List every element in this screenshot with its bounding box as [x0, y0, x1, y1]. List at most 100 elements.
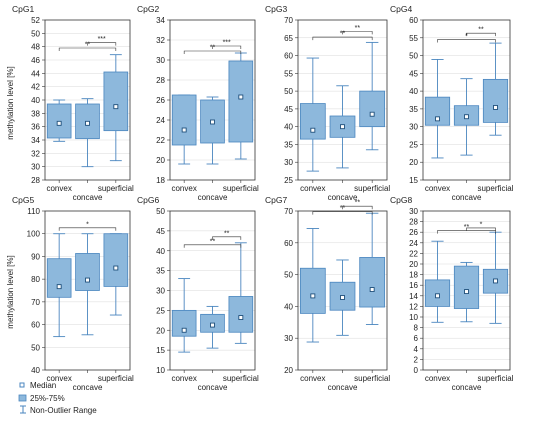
median-marker — [310, 293, 316, 299]
y-tick-label: 36 — [31, 123, 40, 132]
chart-cpg2: 18 20 22 24 26 28 30 32 34 CpG2 convexconcavesuper… — [137, 4, 259, 202]
y-tick-label: 35 — [284, 140, 293, 149]
y-tick-label: 40 — [284, 302, 293, 311]
significance-bracket — [58, 227, 117, 231]
y-tick-label: 40 — [156, 247, 165, 256]
significance-bracket — [212, 236, 242, 240]
significance-label: ** — [355, 200, 361, 207]
y-tick-label: 20 — [156, 156, 165, 165]
significance-label: *** — [98, 36, 106, 43]
y-tick-label: 45 — [409, 69, 418, 78]
median-marker — [369, 111, 375, 117]
y-tick-label: 20 — [156, 326, 165, 335]
median-marker — [340, 295, 345, 300]
median-marker — [493, 278, 498, 284]
median-marker — [238, 315, 244, 320]
y-tick-label: 24 — [409, 239, 418, 248]
x-tick-label: superficial — [477, 184, 513, 193]
chart-title: CpG8 — [390, 195, 412, 205]
y-tick-label: 45 — [284, 105, 293, 114]
chart-panels: 28303234363840424446485052CpG1convexconc… — [12, 4, 514, 392]
y-tick-label: 38 — [31, 109, 40, 118]
significance-label: ** — [464, 224, 470, 231]
legend-label-whisker: Non-Outlier Range — [30, 406, 97, 415]
y-tick-label: 14 — [409, 292, 418, 301]
significance-bracket — [437, 230, 496, 234]
y-tick-label: 20 — [409, 158, 418, 167]
y-tick-label: 25 — [284, 176, 293, 185]
significance-bracket — [342, 205, 373, 210]
y-tick-label: 0 — [414, 366, 419, 375]
x-tick-label: convex — [171, 184, 196, 193]
legend-label-iqr: 25%-75% — [30, 394, 65, 403]
significance-bracket — [312, 211, 373, 215]
significance-bracket — [183, 244, 242, 248]
significance-bracket — [466, 227, 496, 231]
significance-label: * — [86, 221, 89, 228]
y-tick-label: 70 — [31, 298, 40, 307]
y-tick-label: 110 — [27, 207, 40, 216]
chart-title: CpG4 — [390, 4, 412, 14]
median-marker — [310, 127, 316, 133]
y-tick-label: 34 — [156, 16, 165, 25]
chart-cpg8: 024681012141618202224262830CpG8convexcon… — [390, 195, 514, 392]
y-tick-label: 60 — [409, 16, 418, 25]
significance-label: ** — [224, 230, 230, 237]
significance-label: *** — [223, 40, 231, 47]
significance-label: ** — [355, 25, 361, 32]
median-marker — [493, 105, 498, 110]
median-marker — [113, 265, 119, 271]
significance-label: ** — [478, 27, 484, 34]
y-tick-label: 52 — [31, 16, 40, 25]
x-tick-label: superficial — [477, 374, 513, 383]
y-tick-label: 30 — [284, 158, 293, 167]
y-tick-label: 50 — [31, 343, 40, 352]
significance-bracket — [87, 42, 117, 46]
significance-bracket — [437, 39, 496, 43]
x-tick-label: convex — [425, 374, 450, 383]
y-tick-label: 65 — [284, 34, 293, 43]
median-symbol — [19, 382, 25, 388]
x-tick-label: superficial — [223, 374, 259, 383]
median-marker — [464, 289, 469, 295]
y-tick-label: 55 — [409, 34, 418, 43]
significance-label: * — [465, 33, 468, 40]
y-tick-label: 60 — [31, 321, 40, 330]
y-tick-label: 50 — [31, 29, 40, 38]
y-tick-label: 26 — [156, 96, 165, 105]
y-tick-label: 28 — [409, 218, 418, 227]
x-tick-label: convex — [46, 374, 71, 383]
x-tick-label: superficial — [98, 374, 134, 383]
x-tick-label: superficial — [223, 184, 259, 193]
y-tick-label: 100 — [27, 230, 41, 239]
iqr-box — [299, 267, 326, 314]
significance-label: ** — [210, 45, 216, 52]
median-marker — [181, 327, 187, 333]
y-tick-label: 6 — [414, 334, 419, 343]
x-tick-label: convex — [46, 184, 71, 193]
y-tick-label: 30 — [284, 334, 293, 343]
y-tick-label: 30 — [31, 163, 40, 172]
y-tick-label: 30 — [156, 56, 165, 65]
y-tick-label: 70 — [284, 207, 293, 216]
y-tick-label: 26 — [409, 228, 418, 237]
iqr-box — [103, 233, 129, 287]
y-axis-label-top: methylation level [%] — [6, 66, 15, 139]
iqr-symbol — [18, 394, 27, 402]
x-tick-label: concave — [198, 193, 228, 202]
y-tick-label: 20 — [284, 366, 293, 375]
iqr-box — [299, 103, 326, 140]
y-tick-label: 45 — [156, 227, 165, 236]
legend: Median 25%-75% Non-Outlier Range — [18, 381, 97, 415]
y-tick-label: 34 — [31, 136, 40, 145]
median-marker — [85, 120, 90, 126]
y-tick-label: 30 — [156, 287, 165, 296]
x-tick-label: concave — [452, 383, 482, 392]
y-tick-label: 40 — [284, 123, 293, 132]
y-tick-label: 48 — [31, 43, 40, 52]
median-marker — [210, 119, 215, 125]
y-tick-label: 4 — [414, 345, 419, 354]
x-tick-label: concave — [198, 383, 228, 392]
iqr-box — [359, 90, 386, 128]
